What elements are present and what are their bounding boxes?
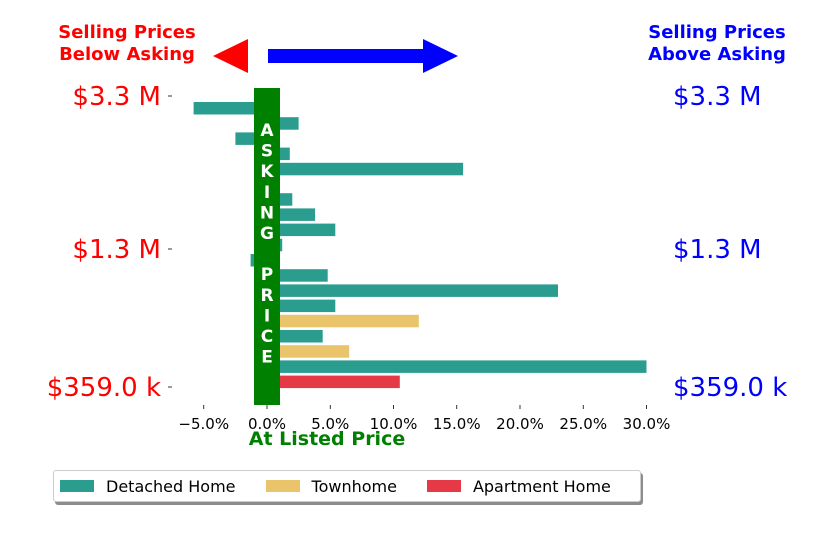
legend-item-apartment: Apartment Home [426, 476, 611, 496]
x-tick-label: 20.0% [496, 415, 544, 433]
y-label-left: $3.3 M [72, 82, 161, 112]
bar-detached [267, 330, 323, 343]
legend-item-townhome: Townhome [265, 476, 397, 496]
band-letter: S [261, 142, 273, 162]
left-arrow-icon [213, 39, 248, 73]
above-asking-title-line2: Above Asking [648, 44, 786, 65]
legend-label-detached: Detached Home [106, 476, 236, 496]
band-letter: I [264, 183, 270, 203]
band-letter: E [261, 348, 273, 368]
band-letter: P [261, 265, 273, 285]
y-label-right: $1.3 M [673, 235, 762, 265]
x-tick-label: 5.0% [311, 415, 349, 433]
y-label-right: $3.3 M [673, 82, 762, 112]
bar-detached [267, 162, 464, 176]
at-listed-price-label: At Listed Price [249, 428, 405, 450]
bar-townhome [267, 345, 350, 358]
legend-item-detached: Detached Home [60, 477, 236, 496]
bar-townhome [267, 314, 419, 328]
y-label-left: $359.0 k [47, 373, 161, 403]
legend-swatch-detached [60, 480, 94, 492]
x-tick-label: 25.0% [559, 415, 607, 433]
below-asking-title-line1: Selling Prices [58, 22, 195, 43]
bar-detached [267, 284, 558, 297]
y-label-left: $1.3 M [72, 235, 161, 265]
x-tick-label: 10.0% [370, 415, 418, 433]
right-arrow-icon [268, 39, 458, 73]
bar-apartment [267, 375, 400, 389]
bar-detached [267, 223, 336, 237]
x-tick-label: 15.0% [433, 415, 481, 433]
legend-swatch-townhome [265, 480, 300, 492]
bar-detached [193, 102, 267, 115]
bar-detached [267, 299, 336, 313]
bar-detached [267, 269, 328, 282]
band-letter: K [260, 162, 274, 182]
legend: Detached Home Townhome Apartment Home [53, 470, 641, 502]
x-tick-label: 0.0% [248, 415, 286, 433]
y-label-right: $359.0 k [673, 373, 787, 403]
band-letter: G [260, 224, 274, 244]
x-tick-label: −5.0% [178, 415, 229, 433]
legend-label-townhome: Townhome [311, 476, 397, 496]
legend-swatch-apartment [426, 480, 461, 492]
x-tick-label: 30.0% [623, 415, 671, 433]
band-letter: N [260, 203, 274, 223]
below-asking-title-line2: Below Asking [59, 44, 195, 65]
band-letter: A [260, 121, 274, 141]
bar-detached [267, 360, 647, 373]
band-letter: I [264, 306, 270, 326]
legend-label-apartment: Apartment Home [472, 476, 611, 496]
band-letter: C [261, 327, 273, 347]
x-axis: −5.0% 0.0% 5.0% 10.0% 15.0% 20.0% 25.0% 30.0% [178, 405, 670, 433]
asking-price-band [254, 88, 280, 405]
above-asking-title-line1: Selling Prices [648, 22, 785, 43]
y-axis-labels: $3.3 M $1.3 M $359.0 k $3.3 M $1.3 M $359.0 k [47, 82, 788, 403]
band-letter: R [260, 286, 273, 306]
